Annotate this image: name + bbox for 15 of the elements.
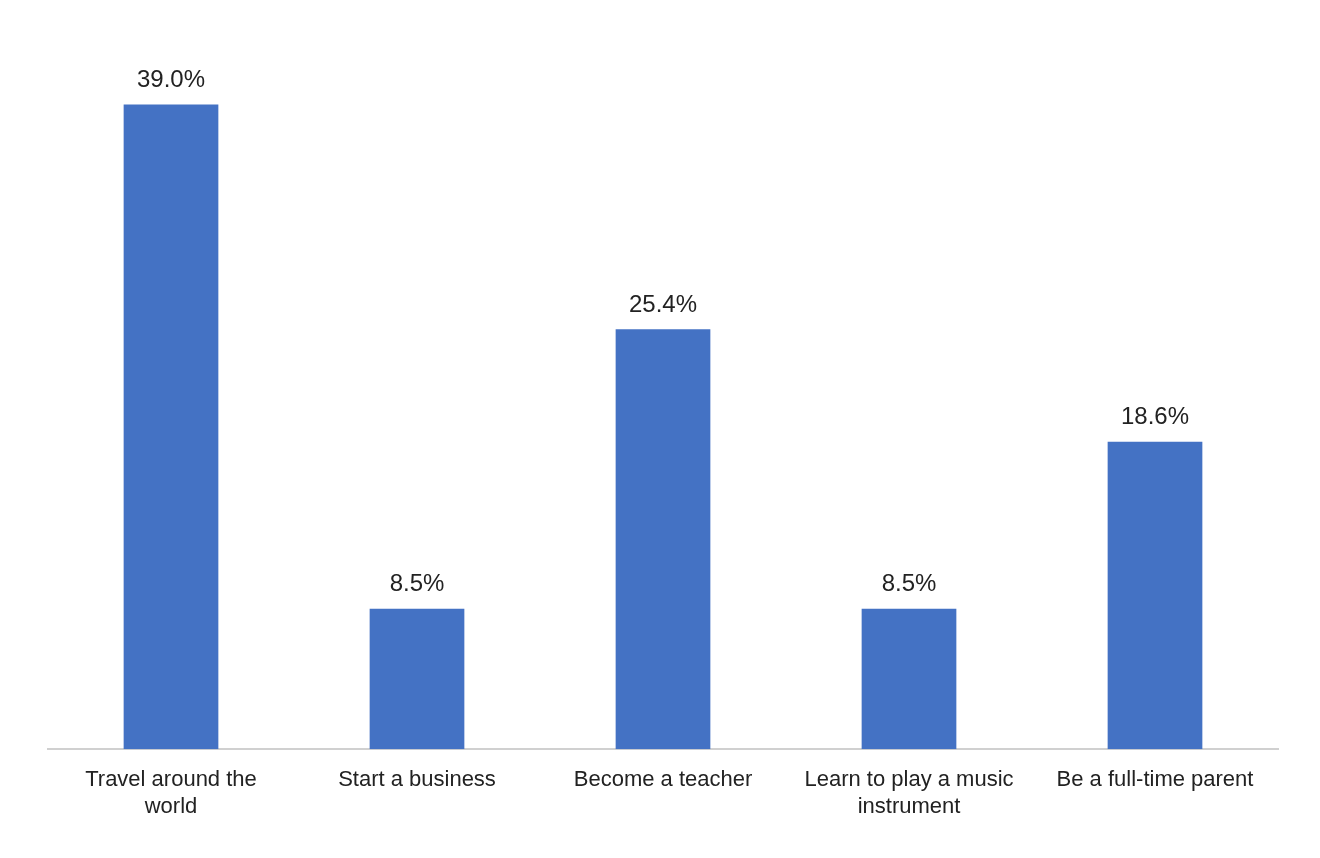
- bar: [369, 608, 465, 750]
- data-label: 25.4%: [628, 289, 698, 317]
- x-tick-label: Start a business: [338, 766, 496, 792]
- x-tick-label: Become a teacher: [573, 766, 753, 792]
- data-label: 39.0%: [136, 65, 206, 93]
- bar: [861, 608, 957, 750]
- bar: [615, 329, 711, 750]
- data-label: 18.6%: [1120, 402, 1190, 430]
- bar: [1107, 441, 1203, 750]
- x-tick-label: Learn to play a music instrument: [804, 766, 1014, 818]
- x-tick-label: Be a full-time parent: [1056, 766, 1254, 792]
- x-tick-label: Travel around the world: [85, 766, 257, 818]
- data-label: 8.5%: [389, 569, 445, 597]
- bar: [123, 104, 219, 750]
- data-label: 8.5%: [881, 569, 937, 597]
